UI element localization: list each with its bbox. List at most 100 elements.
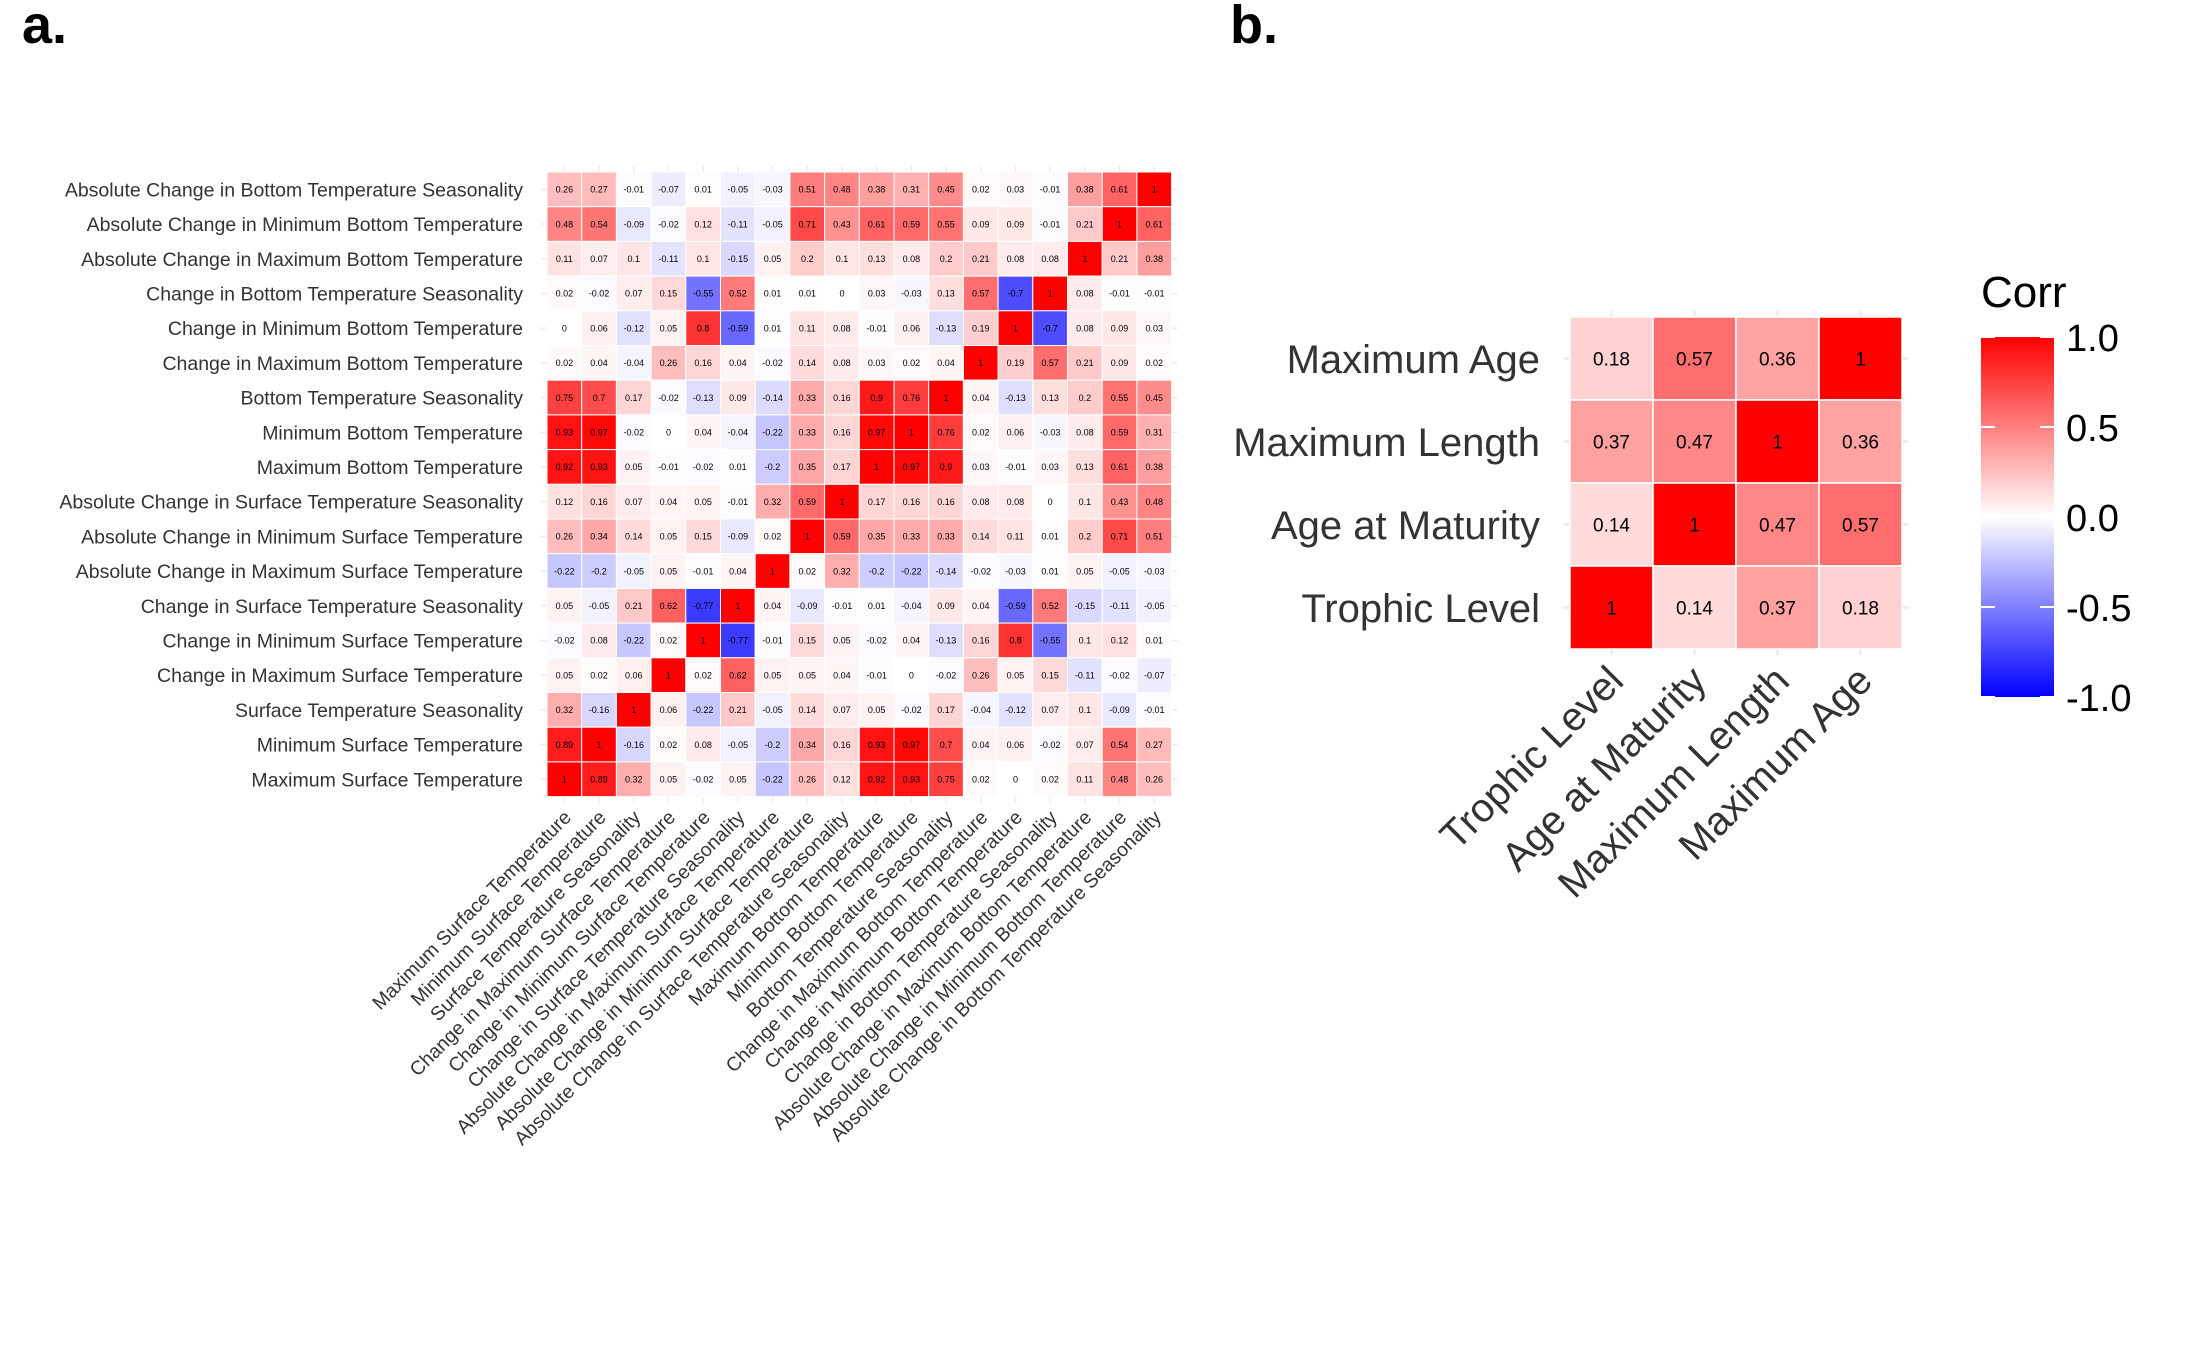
cell-value-label: 0.15: [694, 532, 712, 542]
heatmap-cell: [893, 518, 930, 555]
cell-value-label: 0.13: [1041, 393, 1059, 403]
heatmap-cell: [615, 518, 652, 555]
heatmap-cell: [789, 414, 826, 451]
cell-value-label: 0.33: [937, 532, 955, 542]
cell-value-label: 0.57: [1041, 358, 1059, 368]
heatmap-cell: [1067, 345, 1103, 381]
heatmap-cell: [546, 553, 583, 589]
heatmap-cell: [1652, 565, 1737, 650]
heatmap-cell: [1652, 399, 1737, 484]
cell-value-label: 0.14: [1676, 598, 1713, 619]
heatmap-cell: [1735, 565, 1820, 650]
y-tick-label: Change in Maximum Surface Temperature: [157, 665, 523, 687]
cell-value-label: 0.75: [937, 774, 955, 784]
panel-label-a: a.: [22, 0, 68, 55]
cell-value-label: 0.89: [590, 774, 608, 784]
cell-value-label: 0.93: [903, 774, 921, 784]
cell-value-label: 0.17: [833, 462, 851, 472]
cell-value-label: 1: [1855, 349, 1866, 370]
heatmap-cell: [1136, 622, 1173, 659]
heatmap-cell: [962, 518, 999, 555]
cell-value-label: 0.26: [798, 774, 816, 784]
cell-value-label: 0.05: [556, 601, 574, 611]
cell-value-label: 0.21: [1076, 219, 1094, 229]
cell-value-label: -0.7: [1042, 323, 1058, 333]
heatmap-cell: [720, 622, 756, 659]
cell-value-label: -0.02: [554, 636, 575, 646]
cell-value-label: 0.16: [833, 740, 851, 750]
heatmap-cell: [928, 206, 964, 242]
cell-value-label: 0.07: [1041, 705, 1059, 715]
cell-value-label: -0.02: [1040, 740, 1061, 750]
heatmap-cell: [824, 622, 860, 659]
heatmap-cell: [650, 518, 687, 555]
heatmap-cell: [685, 275, 721, 312]
heatmap-cell: [685, 310, 721, 346]
cell-value-label: 0.31: [903, 185, 921, 195]
cell-value-label: 0.61: [1111, 185, 1129, 195]
cell-value-label: 0.61: [1111, 462, 1129, 472]
cell-value-label: -0.11: [659, 254, 679, 264]
heatmap-cell: [1136, 345, 1173, 381]
cell-value-label: 1: [666, 670, 671, 680]
heatmap-cell: [789, 587, 826, 624]
heatmap-cell: [581, 657, 617, 693]
heatmap-cell: [962, 449, 999, 485]
cell-value-label: 0.02: [1145, 358, 1163, 368]
heatmap-cell: [962, 240, 999, 277]
cell-value-label: 0.89: [556, 740, 574, 750]
heatmap-cell: [824, 171, 860, 208]
heatmap-cell: [1032, 553, 1069, 589]
cell-value-label: 0.9: [940, 462, 953, 472]
heatmap-cell: [720, 171, 756, 208]
heatmap-cell: [581, 553, 617, 589]
cell-value-label: -0.03: [901, 289, 922, 299]
cell-value-label: -0.02: [1109, 670, 1130, 680]
heatmap-cell: [1032, 171, 1069, 208]
heatmap-cell: [1032, 240, 1069, 277]
heatmap-cell: [1101, 553, 1138, 589]
cell-value-label: 0.54: [590, 219, 608, 229]
cell-value-label: 0.04: [660, 497, 678, 507]
heatmap-cell: [546, 692, 583, 728]
cell-value-label: 0.71: [1111, 532, 1129, 542]
heatmap-cell: [615, 657, 652, 693]
heatmap-cell: [824, 379, 860, 416]
cell-value-label: 0.26: [556, 532, 574, 542]
cell-value-label: 0.14: [625, 532, 643, 542]
cell-value-label: 0.32: [833, 566, 851, 576]
cell-value-label: 0.02: [972, 427, 990, 437]
heatmap-cell: [997, 518, 1034, 555]
heatmap-cell: [928, 483, 964, 520]
cell-value-label: 0.05: [798, 670, 816, 680]
heatmap-cell: [1067, 761, 1103, 798]
heatmap-cell: [928, 345, 964, 381]
cell-value-label: 0.08: [1041, 254, 1059, 264]
cell-value-label: 1: [735, 601, 740, 611]
heatmap-cell: [997, 449, 1034, 485]
heatmap-cell: [1032, 275, 1069, 312]
cell-value-label: -0.02: [623, 427, 644, 437]
cell-value-label: 0.15: [660, 289, 678, 299]
heatmap-cell: [650, 622, 687, 659]
cell-value-label: -0.02: [589, 289, 610, 299]
cell-value-label: 0.1: [1079, 636, 1092, 646]
heatmap-cell: [824, 553, 860, 589]
cell-value-label: 0.02: [556, 358, 574, 368]
cell-value-label: -0.05: [762, 219, 783, 229]
heatmap-cell: [1136, 171, 1173, 208]
heatmap-cell: [1032, 483, 1069, 520]
cell-value-label: 0.06: [625, 670, 643, 680]
cell-value-label: -0.01: [658, 462, 679, 472]
cell-value-label: 1: [1152, 185, 1157, 195]
heatmap-cell: [1136, 587, 1173, 624]
heatmap-cell: [928, 761, 964, 798]
heatmap-cell: [858, 345, 895, 381]
y-tick-label: Maximum Surface Temperature: [251, 769, 523, 791]
cell-value-label: -0.15: [1075, 601, 1096, 611]
cell-value-label: 0.51: [798, 185, 816, 195]
cell-value-label: 0.34: [798, 740, 816, 750]
cell-value-label: 0: [1048, 497, 1053, 507]
cell-value-label: 0.06: [903, 323, 921, 333]
heatmap-cell: [546, 761, 583, 798]
